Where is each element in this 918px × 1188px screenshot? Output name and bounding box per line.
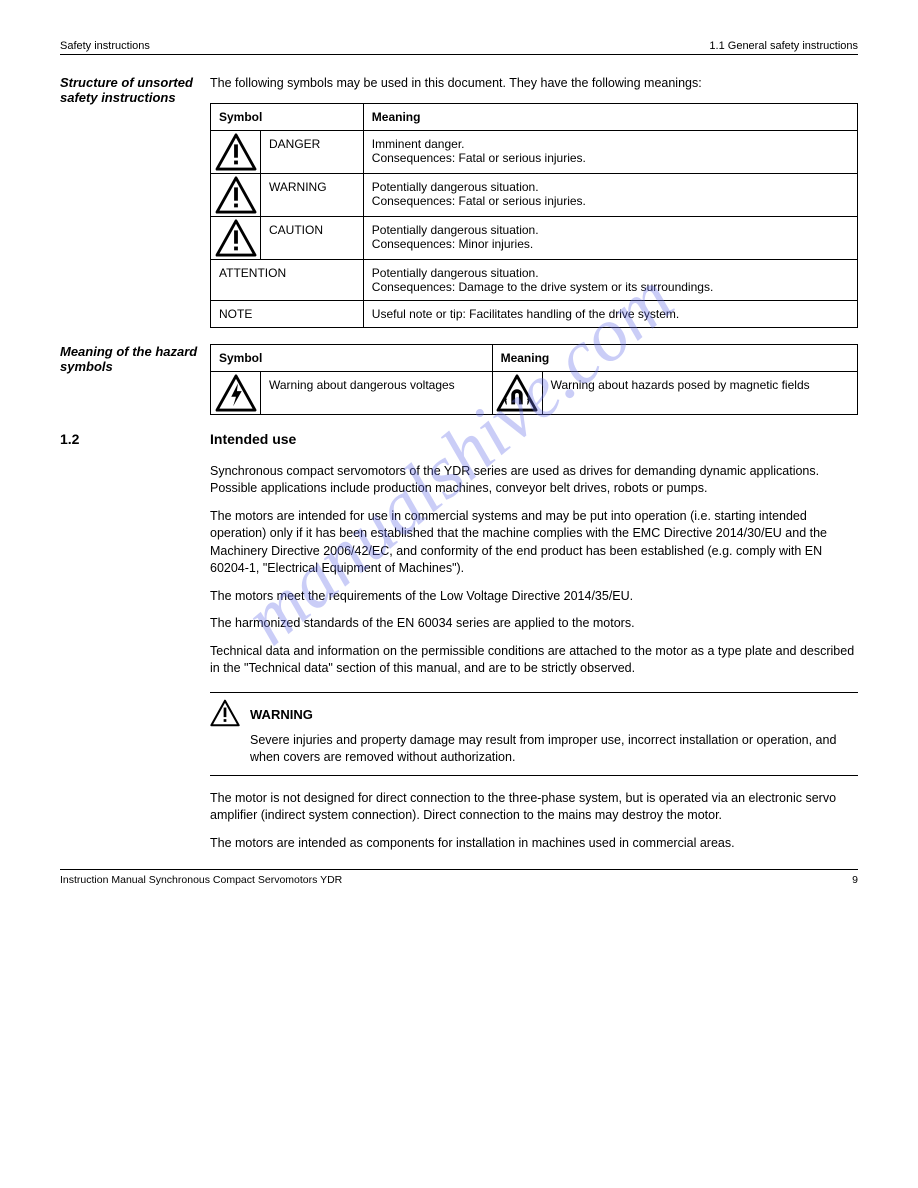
sec12-p2: The motors are intended for use in comme… xyxy=(210,508,858,578)
t1-col-meaning: Meaning xyxy=(363,103,857,130)
t2-cell-0: Warning about dangerous voltages xyxy=(261,371,493,414)
warning-title: WARNING xyxy=(250,707,313,722)
footer-left: Instruction Manual Synchronous Compact S… xyxy=(60,874,342,886)
warning-box: WARNING Severe injuries and property dam… xyxy=(210,692,858,776)
sec12-p6: The motor is not designed for direct con… xyxy=(210,790,858,825)
signal-word: NOTE xyxy=(211,300,364,327)
intro-text: The following symbols may be used in thi… xyxy=(210,75,858,93)
sec12-num: 1.2 xyxy=(60,431,79,447)
header-section-ref: 1.1 General safety instructions xyxy=(709,40,858,52)
sec12-p7: The motors are intended as components fo… xyxy=(210,835,858,853)
table1-heading: Structure of unsorted safety instruction… xyxy=(60,75,200,105)
t2-col-symbol-l: Symbol xyxy=(211,344,493,371)
warning-body: Severe injuries and property damage may … xyxy=(210,732,858,775)
sec12-p4: The harmonized standards of the EN 60034… xyxy=(210,615,858,633)
warning-triangle-icon xyxy=(210,699,240,730)
signal-word: DANGER xyxy=(261,130,364,173)
safety-table-2: Symbol Meaning Warning about dangerous v… xyxy=(210,344,858,415)
sec12-p5: Technical data and information on the pe… xyxy=(210,643,858,678)
t2-cell-1: Warning about hazards posed by magnetic … xyxy=(542,371,857,414)
signal-word: CAUTION xyxy=(261,216,364,259)
meaning-cell: Imminent danger. Consequences: Fatal or … xyxy=(363,130,857,173)
hazard-icon xyxy=(211,130,261,173)
signal-word: WARNING xyxy=(261,173,364,216)
sec12-title: Intended use xyxy=(210,431,296,447)
meaning-cell: Potentially dangerous situation. Consequ… xyxy=(363,259,857,300)
signal-word: ATTENTION xyxy=(211,259,364,300)
meaning-cell: Potentially dangerous situation. Consequ… xyxy=(363,216,857,259)
hazard-icon xyxy=(211,216,261,259)
sec12-p3: The motors meet the requirements of the … xyxy=(210,588,858,606)
sec12-p1: Synchronous compact servomotors of the Y… xyxy=(210,463,858,498)
t2-col-symbol-r: Meaning xyxy=(492,344,857,371)
t1-col-symbol: Symbol xyxy=(211,103,364,130)
footer-right: 9 xyxy=(852,874,858,886)
meaning-cell: Useful note or tip: Facilitates handling… xyxy=(363,300,857,327)
safety-table-1: Symbol Meaning DANGERImminent danger. Co… xyxy=(210,103,858,328)
magnet-icon-cell xyxy=(492,371,542,414)
meaning-cell: Potentially dangerous situation. Consequ… xyxy=(363,173,857,216)
hazard-icon xyxy=(211,173,261,216)
bolt-icon-cell xyxy=(211,371,261,414)
table2-heading: Meaning of the hazard symbols xyxy=(60,344,200,374)
header-doc-title: Safety instructions xyxy=(60,40,150,52)
